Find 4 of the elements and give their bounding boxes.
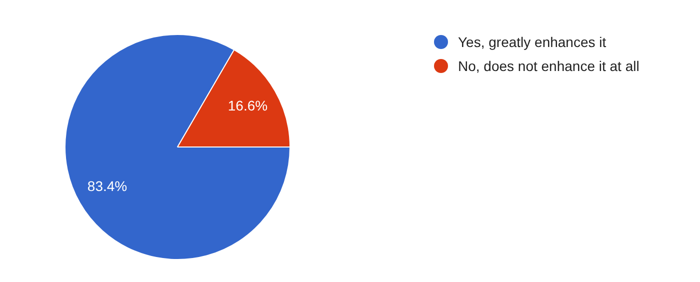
- legend-label: Yes, greatly enhances it: [458, 34, 606, 50]
- data-label: 16.6%: [228, 98, 268, 114]
- legend-label: No, does not enhance it at all: [458, 58, 640, 74]
- data-label: 83.4%: [87, 178, 128, 194]
